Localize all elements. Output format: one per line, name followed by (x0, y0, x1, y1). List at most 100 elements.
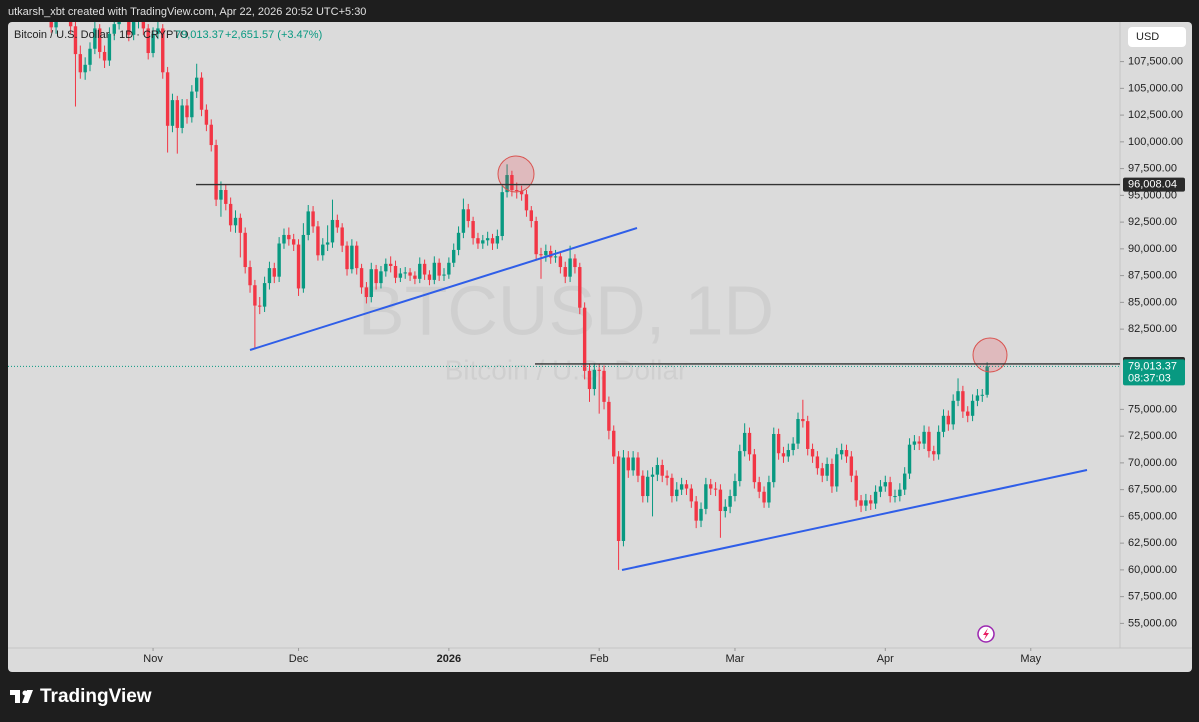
candle-body (980, 394, 984, 396)
candle-body (844, 450, 849, 457)
y-tick-label: 102,500.00 (1128, 109, 1183, 121)
candle-body (345, 245, 349, 270)
candle-body (578, 267, 582, 308)
candle-body (679, 484, 684, 490)
candle-body (975, 395, 980, 401)
y-tick-label: 85,000.00 (1128, 296, 1177, 308)
candle-body (854, 475, 858, 501)
candle-body (452, 249, 456, 263)
candle-body (301, 234, 306, 289)
candle-body (180, 105, 184, 128)
candle-body (699, 508, 703, 521)
candle-body (709, 484, 713, 489)
candle-body (786, 450, 791, 457)
candle-body (321, 244, 325, 256)
candle-body (655, 465, 660, 475)
candle-body (747, 432, 752, 455)
y-tick-label: 72,500.00 (1128, 430, 1177, 442)
candle-body (141, 22, 146, 29)
candle-body (752, 454, 757, 483)
candle-body (243, 232, 247, 268)
candle-body (534, 221, 538, 255)
last-price-label: 79,013.37 (1128, 360, 1177, 372)
candle-body (267, 268, 272, 284)
candle-body (902, 473, 907, 490)
candle-body (427, 274, 432, 280)
candle-body (476, 238, 480, 244)
candle-body (539, 254, 543, 256)
candle-body (481, 240, 485, 244)
candle-body (597, 369, 601, 371)
candle-body (78, 54, 83, 73)
candle-body (253, 285, 257, 306)
currency[interactable]: USD (1136, 31, 1159, 43)
candle-body (277, 243, 281, 277)
candle-body (936, 431, 941, 455)
candle-body (941, 415, 946, 432)
y-tick-label: 87,500.00 (1128, 270, 1177, 282)
y-tick-label: 97,500.00 (1128, 163, 1177, 175)
y-tick-label: 107,500.00 (1128, 55, 1183, 67)
candle-body (384, 263, 388, 272)
candle-body (107, 33, 112, 61)
candle-body (835, 454, 839, 487)
candle-body (432, 262, 437, 280)
candle-body (612, 430, 616, 457)
candle-body (582, 307, 587, 371)
candle-body (781, 453, 786, 457)
candle-body (869, 500, 873, 504)
candle-body (839, 450, 844, 455)
currency-button[interactable] (1128, 27, 1186, 47)
drawings (249, 155, 1088, 571)
candle-body (224, 190, 228, 204)
plot (49, 22, 989, 570)
trendline (621, 469, 1088, 571)
candle-body (335, 219, 340, 228)
y-tick-label: 90,000.00 (1128, 243, 1177, 255)
candle-body (529, 210, 533, 222)
candle-body (388, 263, 393, 266)
candle-body (340, 227, 344, 246)
candle-body (985, 366, 989, 395)
candle-body (645, 476, 650, 497)
candle-body (398, 273, 403, 278)
candle-body (151, 33, 155, 54)
candle-body (626, 457, 630, 471)
y-tick-label: 67,500.00 (1128, 484, 1177, 496)
candle-body (408, 272, 412, 276)
candle-body (195, 77, 199, 92)
candle-body (485, 238, 490, 241)
candle-body (413, 275, 417, 279)
candle-body (859, 500, 863, 506)
candle-body (830, 463, 834, 487)
candle-body (728, 496, 732, 507)
candle-body (956, 391, 960, 401)
x-tick-label: Dec (289, 653, 309, 665)
x-tick-label: May (1020, 653, 1041, 665)
candle-body (553, 256, 558, 258)
candle-body (510, 175, 514, 191)
candle-body (170, 100, 175, 126)
candle-body (544, 250, 548, 256)
candle-body (689, 488, 694, 502)
candle-body (592, 369, 597, 390)
candle-body (156, 28, 160, 34)
candle-body (718, 489, 723, 512)
candle-body (767, 482, 771, 503)
candle-body (209, 124, 213, 146)
candle-body (350, 245, 354, 270)
candle-body (306, 211, 310, 235)
candle-body (311, 211, 315, 227)
candle-body (616, 456, 621, 541)
candle-body (607, 401, 611, 431)
candle-body (442, 274, 446, 276)
candle-body (190, 91, 194, 118)
candle-body (233, 217, 238, 226)
candle-body (665, 475, 669, 478)
candle-body (418, 263, 422, 279)
candle-body (776, 433, 781, 454)
candle-body (806, 421, 810, 449)
y-tick-label: 95,000.00 (1128, 189, 1177, 201)
candle-body (907, 444, 912, 474)
candle-body (946, 415, 951, 425)
